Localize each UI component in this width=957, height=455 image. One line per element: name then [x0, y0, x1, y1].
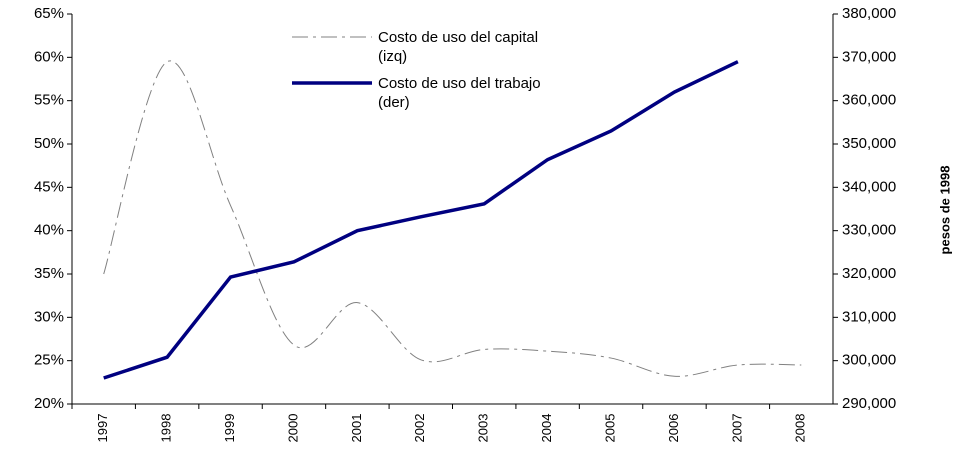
y-tick-label: 30%: [34, 308, 64, 325]
y2-tick-label: 290,000: [842, 395, 896, 412]
y-tick-label: 55%: [34, 92, 64, 109]
legend-label: Costo de uso del capital (izq): [378, 29, 539, 65]
y2-tick-label: 320,000: [842, 265, 896, 282]
y2-tick-label: 300,000: [842, 352, 896, 369]
x-tick-label: 2007: [729, 414, 744, 443]
x-tick-label: 2002: [412, 414, 427, 443]
x-tick-label: 2000: [285, 414, 300, 443]
y2-tick-label: 310,000: [842, 308, 896, 325]
y-tick-label: 35%: [34, 265, 64, 282]
y-tick-label: 45%: [34, 178, 64, 195]
y-tick-label: 60%: [34, 48, 64, 65]
series-line: [103, 60, 739, 380]
y-tick-label: 40%: [34, 222, 64, 239]
x-tick-label: 1997: [95, 414, 110, 443]
x-tick-label: 1999: [222, 414, 237, 443]
y2-axis-label: pesos de 1998: [937, 166, 952, 255]
x-tick-label: 2005: [602, 414, 617, 443]
y2-tick-label: 370,000: [842, 48, 896, 65]
y-tick-label: 20%: [34, 395, 64, 412]
x-tick-label: 1998: [159, 414, 174, 443]
x-tick-label: 2008: [793, 414, 808, 443]
y2-tick-label: 360,000: [842, 92, 896, 109]
x-tick-label: 2006: [666, 414, 681, 443]
x-tick-label: 2003: [476, 414, 491, 443]
y-tick-label: 50%: [34, 135, 64, 152]
y2-tick-label: 340,000: [842, 178, 896, 195]
y-tick-label: 65%: [34, 5, 64, 22]
y2-tick-label: 350,000: [842, 135, 896, 152]
x-tick-label: 2004: [539, 414, 554, 443]
series-line: [103, 60, 802, 377]
x-tick-label: 2001: [349, 414, 364, 443]
y2-tick-label: 330,000: [842, 222, 896, 239]
legend-label: Costo de uso del trabajo (der): [378, 75, 541, 111]
y2-tick-label: 380,000: [842, 5, 896, 22]
y-tick-label: 25%: [34, 352, 64, 369]
